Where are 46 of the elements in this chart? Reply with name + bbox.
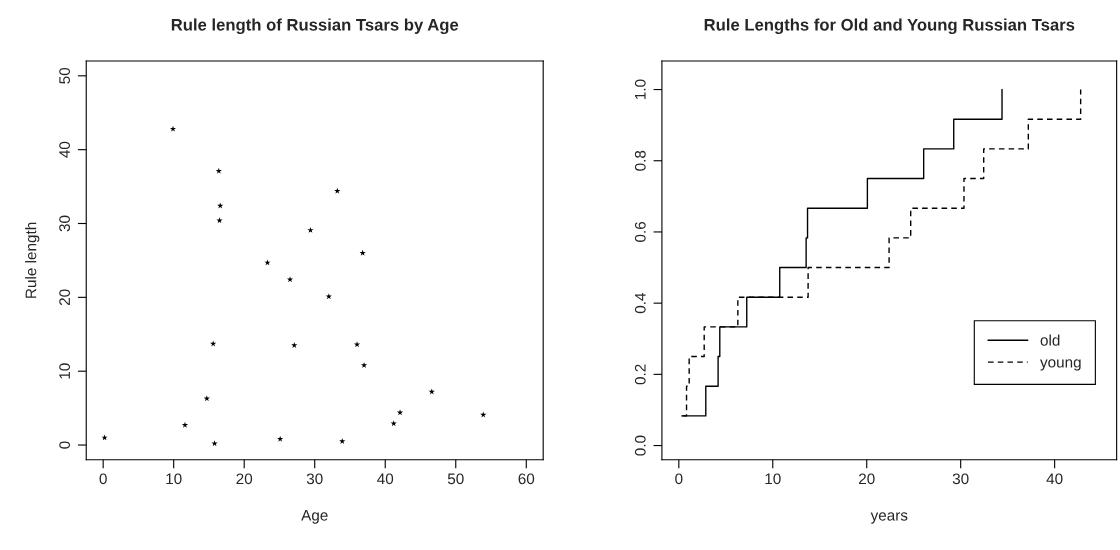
x-tick-label: 0 xyxy=(675,473,683,485)
x-axis-title: years xyxy=(870,512,908,524)
point xyxy=(277,435,284,442)
y-tick-label: 50 xyxy=(59,67,71,84)
y-tick-label: 10 xyxy=(59,363,71,379)
y-tick-label: 0 xyxy=(59,441,71,449)
legend-label: old xyxy=(1040,334,1060,346)
point xyxy=(480,411,487,418)
x-tick-label: 0 xyxy=(99,473,107,485)
x-tick-label: 60 xyxy=(518,473,535,485)
point xyxy=(181,421,189,428)
point xyxy=(291,342,298,348)
point xyxy=(217,202,224,209)
x-tick-label: 40 xyxy=(377,473,394,485)
y-tick-label: 0.6 xyxy=(634,221,646,242)
y-tick-label: 0.0 xyxy=(634,435,646,456)
y-tick-label: 1.0 xyxy=(634,79,646,99)
x-tick-label: 30 xyxy=(306,473,323,485)
y-tick-label: 30 xyxy=(59,215,71,232)
x-tick-label: 40 xyxy=(1046,473,1063,485)
point xyxy=(360,362,368,368)
x-tick-label: 50 xyxy=(447,473,464,485)
y-tick-label: 0.4 xyxy=(634,292,646,314)
x-tick-label: 10 xyxy=(166,473,182,485)
y-axis-title: Rule length xyxy=(25,222,40,298)
x-tick-label: 20 xyxy=(236,473,253,485)
chart-title: Rule length of Russian Tsars by Age xyxy=(171,18,459,35)
x-tick-label: 20 xyxy=(859,473,875,485)
point xyxy=(334,187,341,194)
point xyxy=(307,226,314,233)
point xyxy=(203,395,210,402)
legend-label: young xyxy=(1040,359,1081,371)
x-tick-label: 10 xyxy=(765,473,781,485)
x-axis-title: Age xyxy=(301,510,328,524)
y-tick-label: 40 xyxy=(59,141,71,158)
y-tick-label: 0.8 xyxy=(634,150,646,171)
point xyxy=(264,259,271,266)
y-tick-label: 20 xyxy=(59,289,71,306)
point xyxy=(215,167,222,174)
point xyxy=(325,293,332,300)
y-tick-label: 0.2 xyxy=(634,364,646,385)
point xyxy=(359,249,366,256)
x-tick-label: 30 xyxy=(952,473,969,485)
chart-title: Rule Lengths for Old and Young Russian Tsars xyxy=(704,18,1075,35)
point xyxy=(339,438,346,444)
point xyxy=(169,125,177,132)
